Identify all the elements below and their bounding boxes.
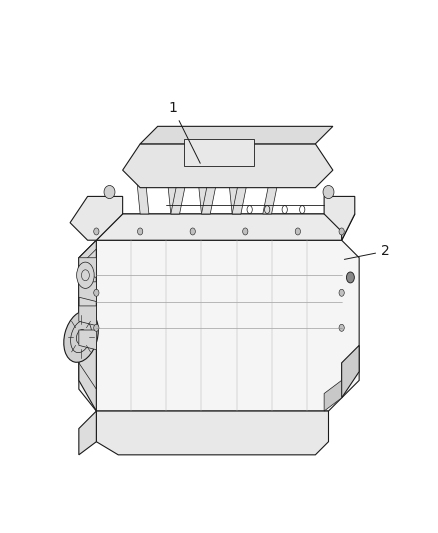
Polygon shape <box>79 411 96 455</box>
Polygon shape <box>79 330 96 350</box>
Polygon shape <box>263 170 280 214</box>
Ellipse shape <box>77 262 94 288</box>
Polygon shape <box>324 381 342 411</box>
Ellipse shape <box>94 228 99 235</box>
Ellipse shape <box>346 272 354 283</box>
Polygon shape <box>166 170 180 214</box>
Ellipse shape <box>339 228 344 235</box>
Polygon shape <box>232 170 250 214</box>
Ellipse shape <box>138 228 143 235</box>
Polygon shape <box>123 144 333 188</box>
Polygon shape <box>342 345 359 398</box>
Text: 2: 2 <box>344 244 390 260</box>
Polygon shape <box>79 258 96 278</box>
Polygon shape <box>79 306 96 326</box>
Ellipse shape <box>64 311 98 362</box>
Polygon shape <box>96 214 355 240</box>
Polygon shape <box>324 197 355 240</box>
Ellipse shape <box>323 185 334 199</box>
Polygon shape <box>79 240 96 411</box>
Polygon shape <box>171 170 188 214</box>
Polygon shape <box>96 214 355 240</box>
Polygon shape <box>79 282 96 302</box>
Bar <box>184 140 254 166</box>
Polygon shape <box>136 170 149 214</box>
Ellipse shape <box>104 185 115 199</box>
Polygon shape <box>79 240 359 411</box>
Ellipse shape <box>295 228 300 235</box>
Polygon shape <box>96 411 328 455</box>
Polygon shape <box>228 170 241 214</box>
Ellipse shape <box>94 289 99 296</box>
Polygon shape <box>70 197 123 240</box>
Ellipse shape <box>339 289 344 296</box>
Polygon shape <box>201 170 219 214</box>
Ellipse shape <box>190 228 195 235</box>
Ellipse shape <box>94 324 99 332</box>
Ellipse shape <box>243 228 248 235</box>
Text: 1: 1 <box>169 101 200 163</box>
Polygon shape <box>197 170 210 214</box>
Polygon shape <box>140 126 333 144</box>
Ellipse shape <box>339 324 344 332</box>
